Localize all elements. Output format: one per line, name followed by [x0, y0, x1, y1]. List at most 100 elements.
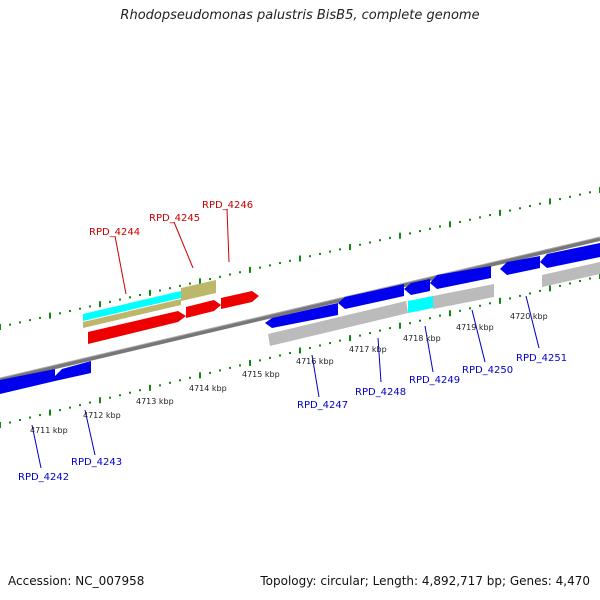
gene-label-rpd4242[interactable]: RPD_4242 — [18, 472, 69, 483]
forward-callout-lines — [114, 208, 230, 295]
gene-cds-blue-3[interactable] — [265, 303, 338, 328]
forward-track-tick — [199, 278, 201, 285]
forward-track-tick — [519, 207, 521, 210]
reverse-track-tick — [249, 359, 251, 366]
forward-track-tick — [219, 275, 221, 278]
forward-track-tick — [389, 236, 391, 239]
reverse-track-tick — [299, 347, 301, 354]
forward-track-tick — [459, 221, 461, 223]
gene-cds-rpd4244-khaki[interactable] — [83, 299, 181, 328]
reverse-track-tick — [409, 322, 411, 325]
gene-cds-red-1[interactable] — [88, 311, 186, 344]
reverse-track-tick — [49, 409, 51, 416]
forward-track-tick — [549, 198, 551, 205]
gene-label-rpd4249[interactable]: RPD_4249 — [409, 375, 460, 386]
reverse-track-tick — [0, 422, 1, 428]
reverse-track-tick — [279, 354, 281, 357]
gene-cds-gray-3[interactable] — [542, 262, 600, 287]
forward-track-tick — [299, 255, 301, 262]
reverse-track-tick — [159, 384, 161, 387]
reverse-track-tick — [509, 297, 511, 300]
gene-label-rpd4246[interactable]: RPD_4246 — [202, 200, 253, 211]
forward-track-tick — [559, 198, 561, 201]
reverse-track-tick — [209, 371, 211, 374]
reverse-track-tick — [139, 389, 141, 392]
gene-label-rpd4244[interactable]: RPD_4244 — [89, 227, 140, 238]
forward-track-tick — [469, 218, 471, 221]
reverse-track-tick — [39, 414, 41, 417]
scale-label-4719: 4719 kbp — [456, 323, 494, 332]
gene-cds-rpd4244-cyan[interactable] — [83, 291, 181, 321]
gene-cds-blue-5[interactable] — [404, 279, 430, 295]
forward-track-tick — [19, 321, 21, 324]
accession-label: Accession: NC_007958 — [8, 574, 145, 588]
scale-label-4720: 4720 kbp — [510, 312, 548, 321]
gene-cds-blue-6[interactable] — [430, 266, 491, 289]
gene-cds-blue-1[interactable] — [0, 369, 55, 394]
gene-cds-red-2[interactable] — [186, 300, 221, 318]
forward-track-tick — [149, 289, 151, 296]
forward-track-tick — [89, 305, 91, 308]
reverse-callout-lines — [31, 295, 540, 469]
forward-track-tick — [269, 264, 271, 267]
gene-label-rpd4245[interactable]: RPD_4245 — [149, 213, 200, 224]
scale-label-4715: 4715 kbp — [242, 370, 280, 379]
forward-track-tick — [409, 232, 411, 235]
forward-track-tick — [489, 214, 491, 217]
forward-track-tick — [509, 209, 511, 212]
gene-cds-red-3[interactable] — [221, 291, 259, 309]
reverse-track-tick — [399, 322, 401, 329]
forward-track-tick — [209, 278, 211, 281]
reverse-track-tick — [149, 384, 151, 391]
forward-track-tick — [239, 271, 241, 274]
forward-track-tick — [289, 259, 291, 262]
reverse-track-tick — [519, 294, 521, 297]
gene-cds-rpd4245-khaki[interactable] — [181, 280, 216, 301]
forward-track-tick — [279, 262, 281, 265]
reverse-track-tick — [389, 327, 391, 330]
forward-track-tick — [589, 191, 591, 194]
forward-track-tick — [329, 250, 331, 253]
forward-track-tick — [259, 266, 261, 269]
gene-label-rpd4247[interactable]: RPD_4247 — [297, 400, 348, 411]
forward-track-tick — [99, 301, 101, 308]
reverse-track-tick — [189, 376, 191, 379]
gene-cds-blue-7[interactable] — [500, 256, 540, 275]
reverse-track-tick — [309, 347, 311, 349]
forward-track-tick — [109, 300, 111, 303]
gene-cds-cyan-1[interactable] — [408, 296, 433, 313]
reverse-track-tick — [549, 285, 551, 292]
reverse-track-tick — [19, 419, 21, 421]
reverse-track-tick — [339, 339, 341, 342]
gene-label-rpd4248[interactable]: RPD_4248 — [355, 387, 406, 398]
gene-cds-gray-2[interactable] — [433, 284, 494, 309]
reverse-track-tick — [319, 344, 321, 347]
reverse-track-tick — [239, 364, 241, 367]
gene-label-rpd4251[interactable]: RPD_4251 — [516, 353, 567, 364]
reverse-track-tick — [99, 397, 101, 404]
reverse-track-tick — [459, 309, 461, 312]
reverse-track-tick — [569, 282, 571, 285]
forward-track-tick — [429, 227, 431, 230]
forward-track-tick — [529, 205, 531, 207]
scale-label-4713: 4713 kbp — [136, 397, 174, 406]
forward-track-tick — [499, 209, 501, 216]
reverse-track-tick — [479, 304, 481, 307]
reverse-track-tick — [579, 280, 581, 282]
reverse-track-tick — [179, 379, 181, 382]
reverse-track-tick — [59, 409, 61, 412]
forward-track-tick — [229, 273, 231, 276]
gene-cds-blue-8[interactable] — [540, 243, 600, 268]
reverse-track-tick — [109, 396, 111, 399]
gene-cds-gray-1[interactable] — [268, 301, 408, 346]
gene-label-rpd4250[interactable]: RPD_4250 — [462, 365, 513, 376]
forward-tick-track — [0, 187, 600, 330]
reverse-track-tick — [349, 335, 351, 342]
forward-track-tick — [129, 296, 131, 299]
reverse-track-tick — [79, 404, 81, 407]
gene-label-rpd4243[interactable]: RPD_4243 — [71, 457, 122, 468]
gene-cds-blue-2[interactable] — [55, 361, 91, 381]
gene-cds-blue-4[interactable] — [338, 284, 404, 309]
forward-track-tick — [369, 241, 371, 244]
reverse-track-tick — [169, 381, 171, 384]
